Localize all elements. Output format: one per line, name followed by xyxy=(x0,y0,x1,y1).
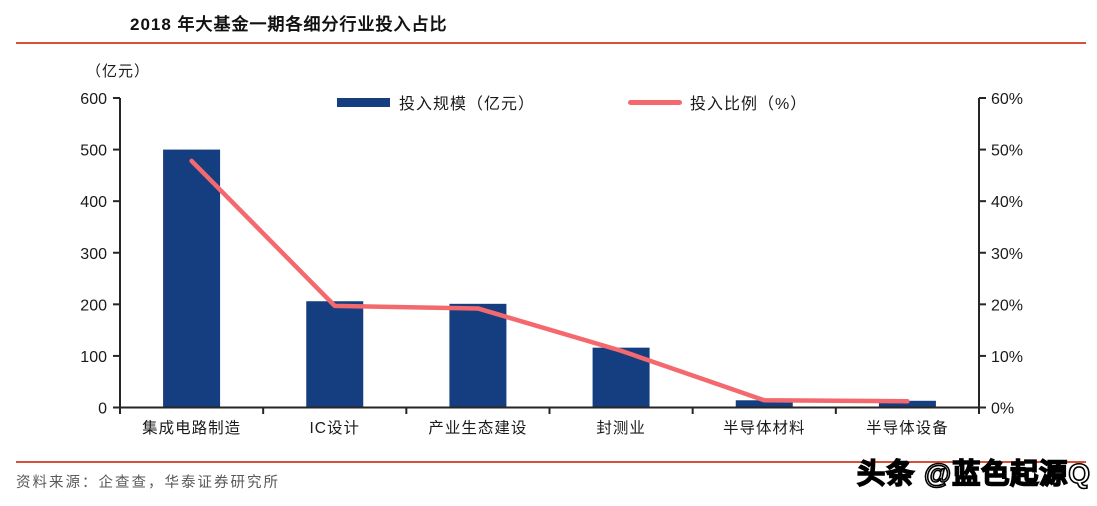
right-axis-tick-label: 50% xyxy=(991,143,1023,160)
legend-line-swatch xyxy=(628,99,682,105)
left-axis-tick-label: 100 xyxy=(80,349,107,366)
legend-bar-label: 投入规模（亿元） xyxy=(399,96,536,113)
legend-bar-swatch xyxy=(337,97,390,107)
left-axis-unit-label: （亿元） xyxy=(86,63,151,80)
category-label-0: 集成电路制造 xyxy=(142,419,241,437)
bar-2 xyxy=(449,303,507,408)
bar-0 xyxy=(163,149,221,408)
ratio-line xyxy=(189,158,910,404)
left-axis-tick-label: 200 xyxy=(80,297,107,314)
right-axis-tick-label: 30% xyxy=(991,246,1023,263)
legend-line-item: 投入比例（%） xyxy=(628,90,807,114)
right-axis-tick-label: 0% xyxy=(991,401,1014,418)
right-axis-tick-label: 40% xyxy=(991,194,1023,211)
left-axis-tick-label: 600 xyxy=(80,91,107,108)
source-note: 资料来源：企查查，华泰证券研究所 xyxy=(16,475,280,491)
left-axis-tick-label: 400 xyxy=(80,194,107,211)
bar-4 xyxy=(735,400,793,408)
category-label-2: 产业生态建设 xyxy=(428,419,527,437)
legend-line-label: 投入比例（%） xyxy=(690,96,808,113)
category-label-3: 封测业 xyxy=(596,419,646,437)
right-axis-tick-label: 10% xyxy=(991,349,1023,366)
title-divider-line xyxy=(16,42,1086,44)
right-axis-tick-label: 20% xyxy=(991,297,1023,314)
bar-5 xyxy=(878,400,936,408)
watermark-text: 头条 @蓝色起源Q xyxy=(856,457,1091,490)
left-axis-tick-label: 500 xyxy=(80,143,107,160)
left-axis-tick-label: 0 xyxy=(98,401,107,418)
category-label-1: IC设计 xyxy=(309,419,360,437)
bar-1 xyxy=(306,301,364,408)
left-axis-tick-label: 300 xyxy=(80,246,107,263)
footer-divider-line xyxy=(16,461,1086,463)
right-axis-tick-label: 60% xyxy=(991,91,1023,108)
category-label-4: 半导体材料 xyxy=(723,419,806,437)
chart-title: 2018 年大基金一期各细分行业投入占比 xyxy=(130,15,448,34)
category-label-5: 半导体设备 xyxy=(866,419,949,437)
legend-bar-item: 投入规模（亿元） xyxy=(337,90,535,114)
